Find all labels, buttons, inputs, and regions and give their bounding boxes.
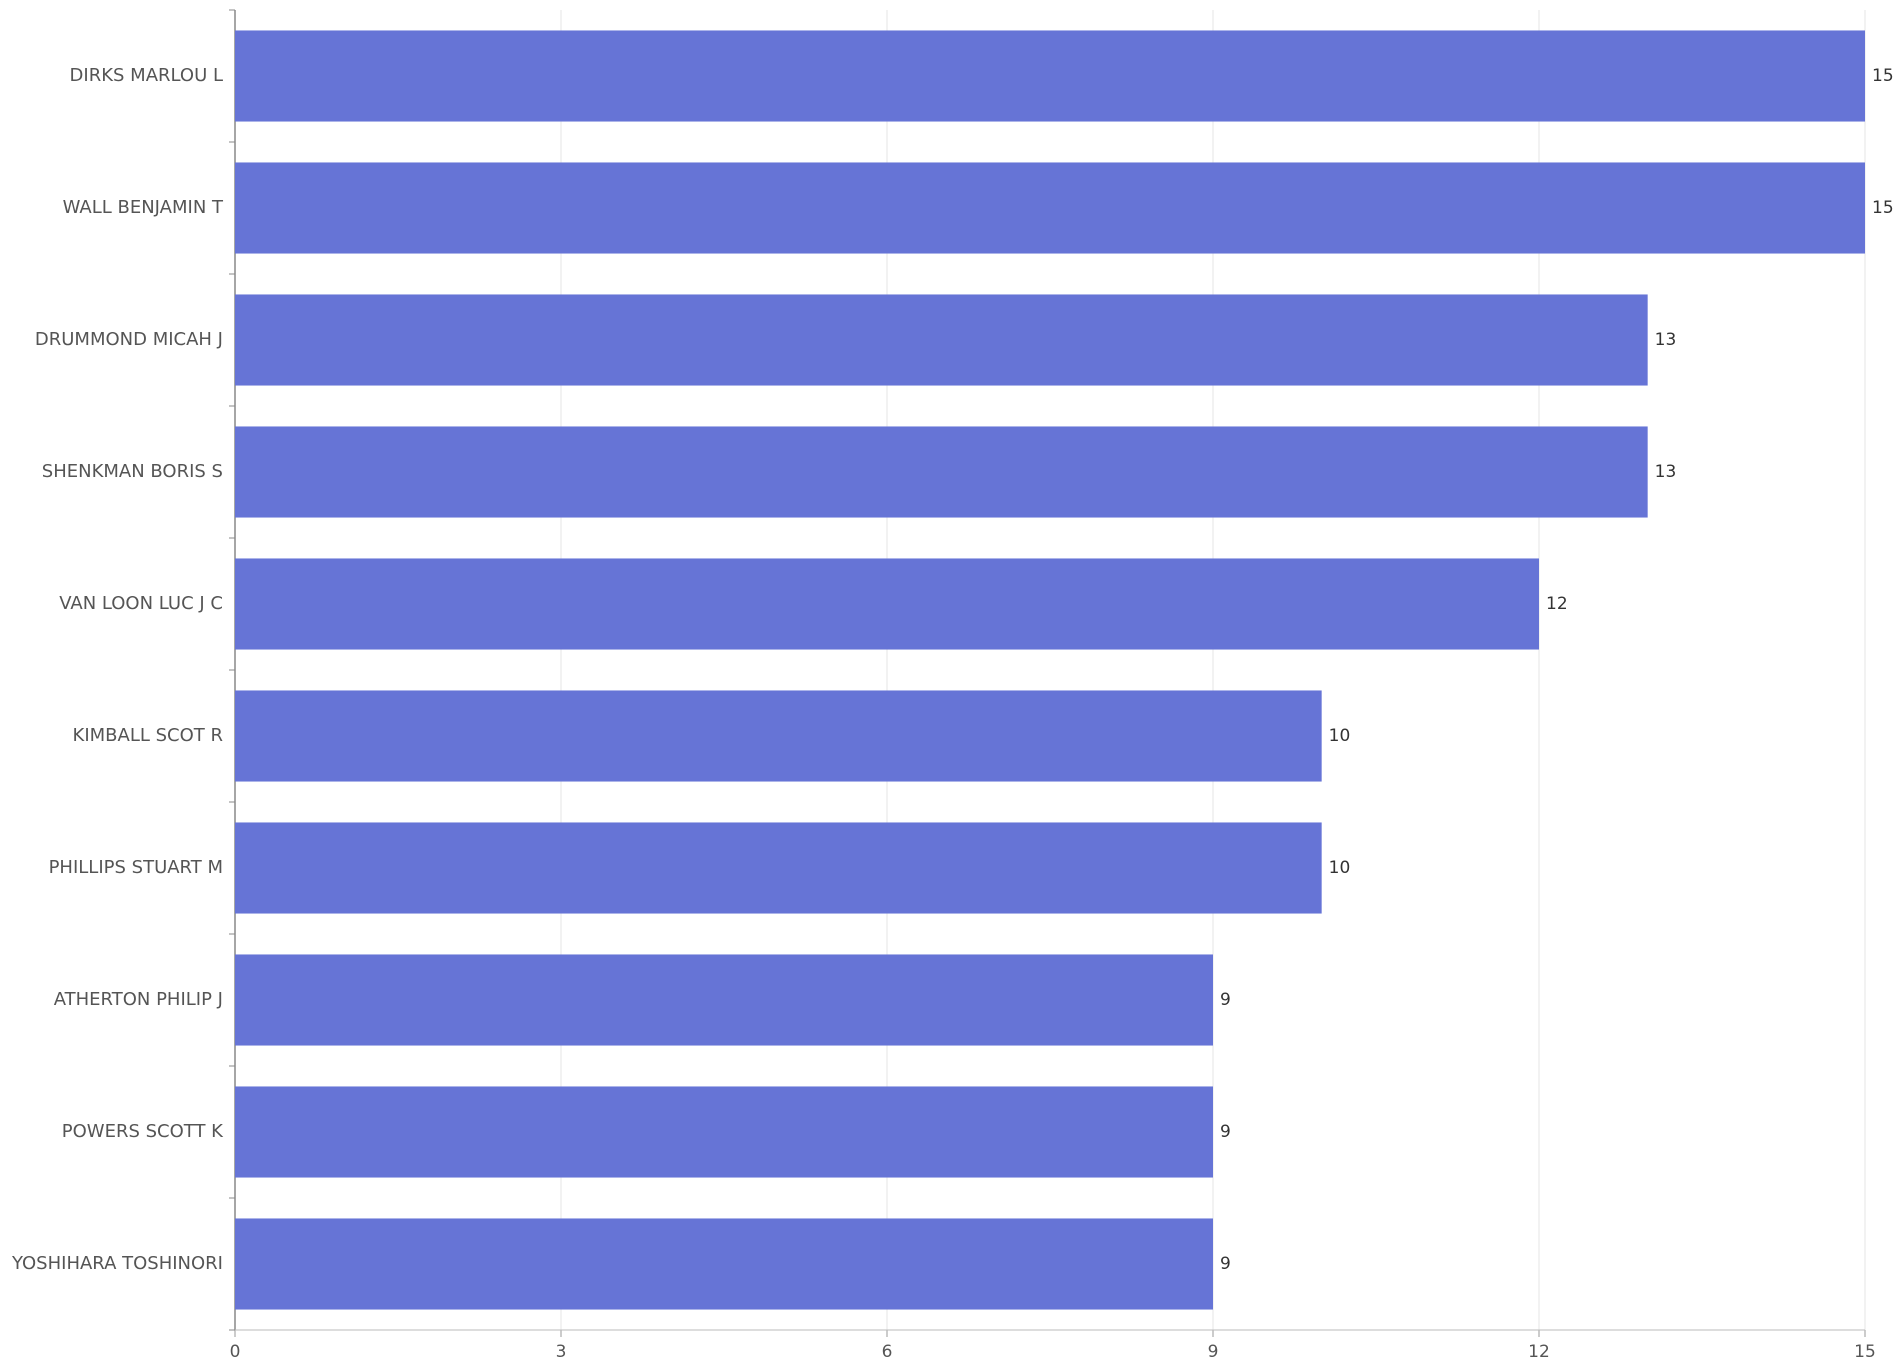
data-label: 13 (1655, 330, 1677, 350)
data-label: 9 (1220, 990, 1231, 1010)
y-tick-label: POWERS SCOTT K (62, 1121, 224, 1142)
bar (235, 426, 1648, 518)
y-tick-label: ATHERTON PHILIP J (54, 989, 223, 1010)
y-tick-label: KIMBALL SCOT R (73, 725, 223, 746)
bar (235, 162, 1865, 254)
data-label: 10 (1329, 726, 1351, 746)
data-label: 13 (1655, 462, 1677, 482)
bar (235, 558, 1539, 650)
x-tick-label: 0 (230, 1342, 241, 1362)
y-tick-label: YOSHIHARA TOSHINORI (11, 1253, 223, 1274)
x-tick-label: 12 (1528, 1342, 1550, 1362)
bar (235, 690, 1322, 782)
bar (235, 1086, 1213, 1178)
y-tick-label: PHILLIPS STUART M (49, 857, 223, 878)
x-tick-label: 6 (882, 1342, 893, 1362)
bar (235, 294, 1648, 386)
bar (235, 1218, 1213, 1310)
data-label: 12 (1546, 594, 1568, 614)
data-label: 9 (1220, 1122, 1231, 1142)
x-tick-label: 3 (556, 1342, 567, 1362)
x-tick-label: 9 (1208, 1342, 1219, 1362)
data-label: 15 (1872, 66, 1894, 86)
bar (235, 822, 1322, 914)
y-tick-label: WALL BENJAMIN T (63, 197, 224, 218)
y-tick-label: DRUMMOND MICAH J (35, 329, 223, 350)
x-tick-label: 15 (1854, 1342, 1876, 1362)
y-tick-label: SHENKMAN BORIS S (42, 461, 223, 482)
data-label: 10 (1329, 858, 1351, 878)
y-tick-label: VAN LOON LUC J C (59, 593, 223, 614)
y-tick-label: DIRKS MARLOU L (70, 65, 223, 86)
bar (235, 30, 1865, 122)
data-label: 9 (1220, 1254, 1231, 1274)
bar (235, 954, 1213, 1046)
data-label: 15 (1872, 198, 1894, 218)
